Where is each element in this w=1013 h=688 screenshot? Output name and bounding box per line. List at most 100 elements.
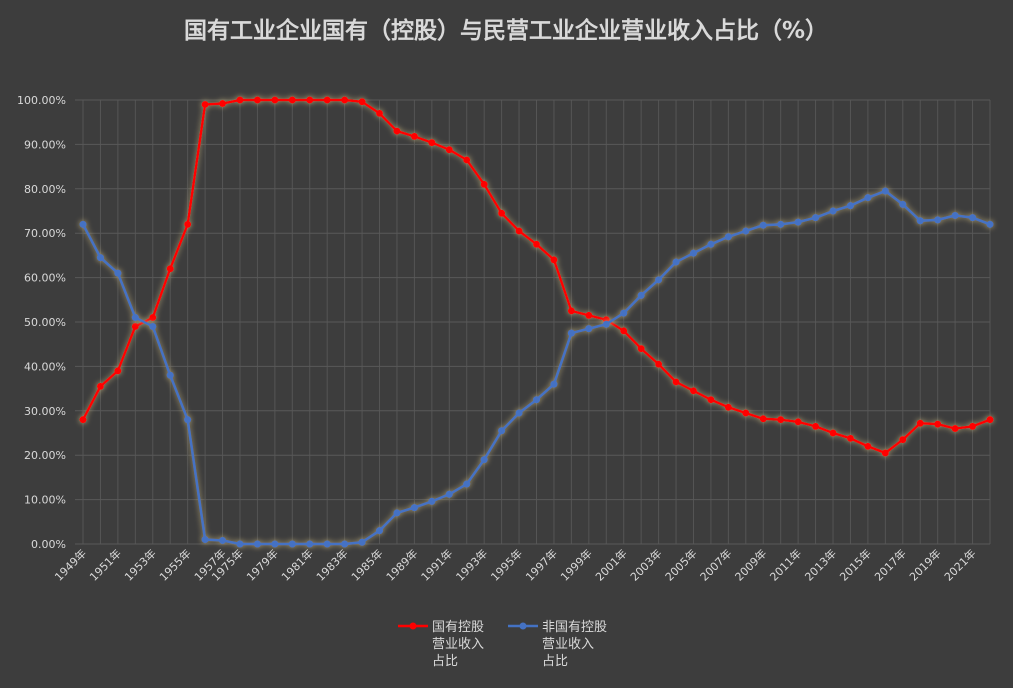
- data-point: [742, 227, 750, 235]
- x-tick-label: 1989年: [383, 546, 420, 583]
- data-point: [463, 156, 471, 164]
- data-point: [916, 217, 924, 225]
- data-point: [96, 382, 104, 390]
- data-point: [341, 540, 349, 548]
- y-tick-label: 30.00%: [24, 405, 66, 418]
- data-point: [306, 96, 314, 104]
- data-point: [236, 96, 244, 104]
- data-point: [166, 265, 174, 273]
- data-point: [236, 540, 244, 548]
- data-point: [637, 291, 645, 299]
- data-point: [376, 109, 384, 117]
- y-tick-label: 10.00%: [24, 494, 66, 507]
- data-point: [271, 96, 279, 104]
- data-point: [358, 98, 366, 106]
- x-tick-label: 1949年: [52, 546, 89, 583]
- data-point: [742, 409, 750, 417]
- legend-label: 非国有控股: [542, 620, 607, 635]
- data-point: [253, 96, 261, 104]
- x-tick-label: 2017年: [871, 546, 908, 583]
- data-point: [149, 322, 157, 330]
- data-point: [620, 309, 628, 317]
- data-point: [341, 96, 349, 104]
- x-tick-label: 2013年: [802, 546, 839, 583]
- data-point: [759, 221, 767, 229]
- data-point: [986, 220, 994, 228]
- data-point: [131, 322, 139, 330]
- data-point: [724, 403, 732, 411]
- y-tick-label: 60.00%: [24, 272, 66, 285]
- data-point: [899, 436, 907, 444]
- x-tick-label: 1953年: [121, 546, 158, 583]
- data-point: [184, 416, 192, 424]
- legend-label: 营业收入: [432, 637, 484, 652]
- data-point: [201, 100, 209, 108]
- data-point: [969, 422, 977, 430]
- y-tick-label: 0.00%: [31, 538, 66, 551]
- data-point: [149, 314, 157, 322]
- x-tick-label: 1991年: [418, 546, 455, 583]
- data-point: [655, 360, 663, 368]
- data-point: [79, 416, 87, 424]
- data-point: [498, 209, 506, 217]
- y-tick-label: 80.00%: [24, 183, 66, 196]
- data-point: [951, 211, 959, 219]
- data-point: [358, 538, 366, 546]
- data-point: [306, 540, 314, 548]
- data-point: [515, 409, 523, 417]
- data-point: [445, 146, 453, 154]
- data-point: [410, 132, 418, 140]
- x-tick-label: 1955年: [156, 546, 193, 583]
- legend-swatch-marker: [409, 622, 417, 630]
- data-point: [567, 307, 575, 315]
- legend-swatch-marker: [519, 622, 527, 630]
- y-tick-label: 40.00%: [24, 360, 66, 373]
- data-point: [689, 387, 697, 395]
- x-tick-label: 2011年: [767, 546, 804, 583]
- x-tick-label: 1995年: [488, 546, 525, 583]
- data-point: [428, 139, 436, 147]
- x-tick-label: 1981年: [278, 546, 315, 583]
- data-point: [114, 367, 122, 375]
- y-tick-label: 90.00%: [24, 138, 66, 151]
- x-tick-label: 1985年: [348, 546, 385, 583]
- data-point: [899, 200, 907, 208]
- series-non-state-owned: [79, 187, 994, 548]
- legend-label: 国有控股: [432, 620, 484, 635]
- legend-label: 占比: [432, 654, 458, 669]
- x-tick-label: 1951年: [87, 546, 124, 583]
- data-point: [602, 320, 610, 328]
- data-point: [550, 380, 558, 388]
- y-tick-label: 70.00%: [24, 227, 66, 240]
- x-tick-label: 1997年: [523, 546, 560, 583]
- x-tick-label: 2019年: [906, 546, 943, 583]
- data-point: [184, 220, 192, 228]
- data-point: [672, 258, 680, 266]
- data-point: [131, 314, 139, 322]
- y-tick-label: 20.00%: [24, 449, 66, 462]
- data-point: [864, 194, 872, 202]
- data-point: [463, 480, 471, 488]
- x-tick-label: 1979年: [244, 546, 281, 583]
- data-point: [934, 216, 942, 224]
- x-tick-label: 2001年: [592, 546, 629, 583]
- x-tick-label: 2005年: [662, 546, 699, 583]
- data-point: [323, 96, 331, 104]
- data-point: [533, 396, 540, 404]
- data-point: [480, 180, 488, 188]
- data-point: [253, 540, 261, 548]
- data-point: [846, 202, 854, 210]
- data-point: [881, 187, 889, 195]
- data-point: [515, 227, 523, 235]
- data-point: [288, 540, 296, 548]
- x-tick-label: 2009年: [732, 546, 769, 583]
- x-tick-label: 1983年: [313, 546, 350, 583]
- data-point: [533, 240, 540, 248]
- legend-label: 营业收入: [542, 637, 594, 652]
- data-point: [881, 449, 889, 457]
- x-tick-label: 1999年: [557, 546, 594, 583]
- data-point: [498, 427, 506, 435]
